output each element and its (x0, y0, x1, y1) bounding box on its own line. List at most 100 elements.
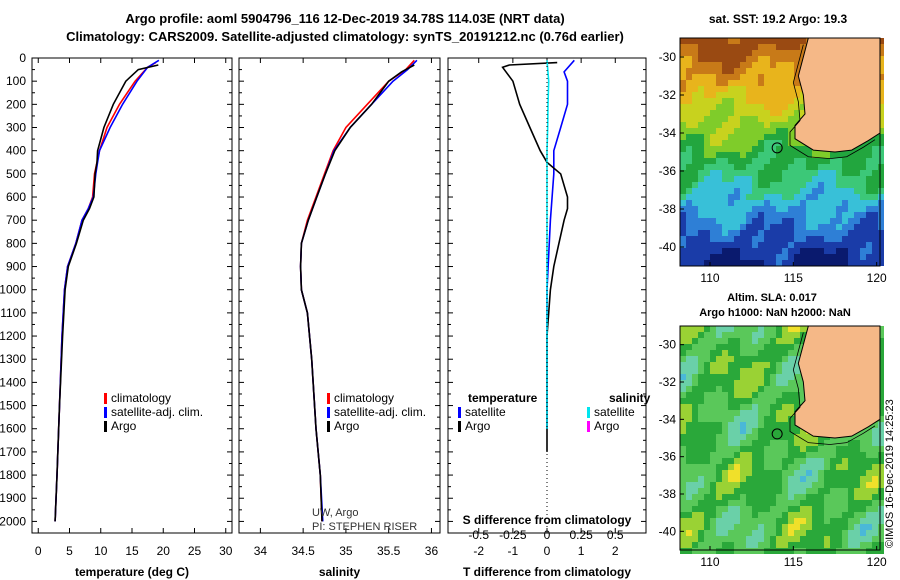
map-cell (758, 164, 764, 170)
map-cell (680, 236, 686, 242)
map-cell (794, 500, 800, 506)
map-cell (716, 188, 722, 194)
map-cell (722, 158, 728, 164)
map-cell (842, 548, 848, 554)
map-cell (692, 524, 698, 530)
map-cell (794, 194, 800, 200)
map-cell (746, 386, 752, 392)
map-cell (740, 194, 746, 200)
map-cell (770, 122, 776, 128)
map-cell (830, 476, 836, 482)
map-cell (758, 344, 764, 350)
map-cell (782, 494, 788, 500)
map-cell (686, 158, 692, 164)
map-cell (734, 176, 740, 182)
map-cell (776, 188, 782, 194)
map-cell (692, 452, 698, 458)
map-cell (824, 494, 830, 500)
map-cell (782, 416, 788, 422)
map-cell (836, 488, 842, 494)
map-cell (746, 68, 752, 74)
map-cell (764, 488, 770, 494)
map-cell (818, 470, 824, 476)
map-cell (872, 500, 878, 506)
map-cell (800, 260, 806, 266)
map-cell (704, 194, 710, 200)
map-cell (734, 506, 740, 512)
map-cell (746, 104, 752, 110)
map-cell (722, 230, 728, 236)
map-cell (752, 374, 758, 380)
map-cell (752, 440, 758, 446)
map-cell (794, 158, 800, 164)
map-cell (764, 80, 770, 86)
map-cell (698, 122, 704, 128)
map-cell (878, 98, 884, 104)
map-cell (866, 524, 872, 530)
map-cell (806, 218, 812, 224)
map-cell (770, 158, 776, 164)
map-cell (776, 200, 782, 206)
map-cell (824, 518, 830, 524)
map-cell (788, 38, 794, 44)
map-cell (740, 548, 746, 554)
map-cell (704, 248, 710, 254)
map-cell (782, 440, 788, 446)
map-cell (878, 200, 884, 206)
map-cell (878, 146, 884, 152)
map-cell (746, 56, 752, 62)
map-cell (848, 218, 854, 224)
map-cell (740, 38, 746, 44)
map-cell (794, 254, 800, 260)
map-cell (686, 128, 692, 134)
map-cell (782, 44, 788, 50)
map-cell (818, 176, 824, 182)
map-cell (776, 524, 782, 530)
map-cell (800, 104, 806, 110)
map-cell (824, 182, 830, 188)
map-cell (878, 260, 884, 266)
map-cell (758, 386, 764, 392)
map-cell (812, 458, 818, 464)
map-cell (764, 104, 770, 110)
map-cell (860, 428, 866, 434)
map-cell (782, 260, 788, 266)
map-cell (752, 50, 758, 56)
map-cell (758, 326, 764, 332)
map-cell (710, 470, 716, 476)
map-cell (758, 170, 764, 176)
map-cell (692, 374, 698, 380)
map-cell (758, 404, 764, 410)
map-cell (830, 188, 836, 194)
map-cell (716, 362, 722, 368)
map-cell (716, 134, 722, 140)
map-cell (698, 152, 704, 158)
map-cell (692, 344, 698, 350)
map-cell (872, 260, 878, 266)
map-cell (710, 62, 716, 68)
map-cell (728, 86, 734, 92)
map-cell (794, 344, 800, 350)
map-cell (686, 212, 692, 218)
map-cell (710, 458, 716, 464)
map-cell (848, 506, 854, 512)
map-cell (806, 236, 812, 242)
map-cell (686, 374, 692, 380)
map-cell (878, 134, 884, 140)
map-cell (752, 182, 758, 188)
map-cell (698, 188, 704, 194)
map-cell (836, 452, 842, 458)
map-cell (776, 206, 782, 212)
map-cell (722, 524, 728, 530)
map-cell (872, 428, 878, 434)
map-cell (776, 458, 782, 464)
map-cell (686, 188, 692, 194)
map-cell (776, 488, 782, 494)
map-cell (806, 524, 812, 530)
map-cell (794, 38, 800, 44)
map-cell (746, 86, 752, 92)
map-cell (764, 344, 770, 350)
map-cell (824, 542, 830, 548)
map-cell (794, 224, 800, 230)
map-cell (824, 188, 830, 194)
